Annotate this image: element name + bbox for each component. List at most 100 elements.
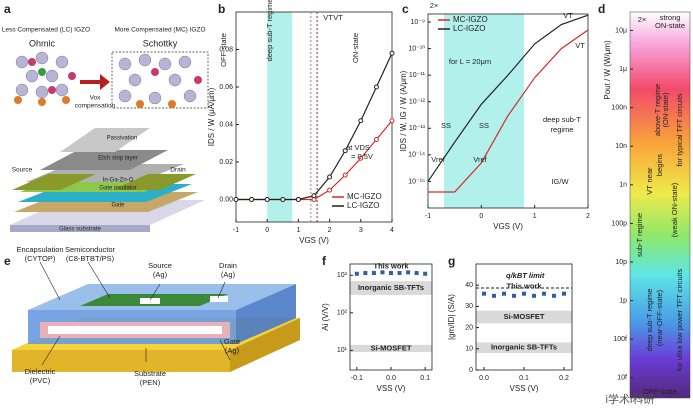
legend-label: MC-IGZO [347,192,382,201]
data-point [423,271,428,276]
y-tick-label: 10⁻¹⁴ [408,152,425,159]
series-line [236,52,393,201]
annotation: deep sub-T regime [645,289,654,352]
label: More Compensated (MC) IGZO [114,27,205,34]
series-marker [327,174,333,180]
y-tick-label: 100p [611,220,627,227]
annotation: (weak ON-state) [670,182,679,237]
annotation: 2× [430,1,439,10]
series-marker [280,197,286,202]
annotation: (near-OFF-state) [655,289,664,346]
x-tick-label: -0.1 [351,375,363,382]
data-point [492,293,496,298]
label: Si-MOSFET [371,343,412,352]
series-marker [389,118,395,124]
series-marker [342,148,348,154]
panel-letter: d [598,2,605,16]
label: Drain [219,261,237,270]
legend-label: MC-IGZO [453,15,488,24]
panel-e-leaders [39,261,231,366]
data-point [532,293,536,298]
y-tick-label: 0 [469,367,473,374]
data-point [542,291,546,296]
y-tick-label: 10p [615,259,627,266]
annotation: SS [479,121,489,130]
y-tick-label: 10¹ [337,347,348,354]
label: Glass substrate [59,227,101,233]
x-tick-label: 1 [533,213,537,220]
annotation: ON-state [655,21,685,30]
y-tick-label: 0.04 [219,121,233,128]
y-tick-label: 10f [617,375,627,382]
x-tick-label: 0.0 [386,375,396,382]
label: (PVC) [30,376,51,385]
y-tick-label: 10⁻¹³ [409,125,426,132]
y-axis-label: Ai (V/V) [321,303,330,331]
annotation: at VDS [346,143,370,152]
y-axis-label: IDS / W, IG / W (A/μm) [399,70,408,151]
panel-letter: b [218,2,225,16]
y-tick-label: 0.02 [219,159,233,166]
y-tick-label: 1p [619,297,627,304]
y-tick-label: 1n [619,182,627,189]
label: Ohmic [29,38,56,48]
annotation: regime [551,125,574,134]
label: Gate [111,203,125,209]
annotation: deep sub-T [543,115,581,124]
legend-label: LC-IGZO [453,24,485,33]
annotation: near [645,167,654,183]
data-point [397,271,402,276]
y-tick-label: 10⁻¹¹ [409,72,426,79]
annotation: (ON-state) [661,92,670,128]
watermark: i学术i科研 [606,392,655,406]
x-tick-label: 2 [328,227,332,234]
range-band [476,342,572,354]
panel-letter: c [402,2,409,16]
y-tick-label: 10³ [337,272,348,279]
series-marker [389,50,395,56]
x-axis-label: VSS (V) [377,384,406,393]
label: (Ag) [153,270,168,279]
annotation: for ultra low power TFT circuits [675,269,684,371]
label: (C8-BTBT/PS) [66,254,115,263]
y-tick-label: 0.06 [219,84,233,91]
label: (Ag) [225,346,240,355]
y-tick-label: 0.00 [219,196,233,203]
series-marker [233,197,239,202]
data-point [354,271,359,276]
label: Inorganic SB-TFTs [358,283,424,292]
data-point [522,291,526,296]
annotation: Vref [473,155,487,164]
x-tick-label: -1 [233,227,239,234]
data-point [371,271,376,276]
plot-frame [427,13,589,209]
label: Drain [170,167,186,174]
label: Gate insulator [99,186,136,192]
y-tick-label: 0.08 [219,46,233,53]
x-tick-label: 0 [265,227,269,234]
annotation: for typical TFT circuits [675,93,684,166]
annotation: strong [660,13,681,22]
x-axis-label: VGS (V) [299,236,329,245]
label: (PEN) [140,378,161,387]
annotation: = 0.5V [351,152,373,161]
data-point [562,291,566,296]
y-tick-label: 100n [611,104,627,111]
series-marker [358,118,364,124]
range-band [476,310,572,324]
annotation: VT [323,13,333,22]
series-marker [264,197,270,202]
y-axis-label: |gm/ID| (S/A) [447,294,456,340]
y-tick-label: 10⁻¹⁰ [408,44,425,52]
label: Etch stop layer [98,156,138,162]
panel-letter: f [322,254,327,268]
label: compensation [75,103,116,110]
x-tick-label: 1 [296,227,300,234]
series-marker [249,197,255,202]
data-point [406,270,411,275]
series-marker [311,193,317,199]
label: Less Compensated (LC) IGZO [2,27,90,34]
y-tick-label: 40 [465,282,473,289]
x-tick-label: 0.0 [479,375,489,382]
